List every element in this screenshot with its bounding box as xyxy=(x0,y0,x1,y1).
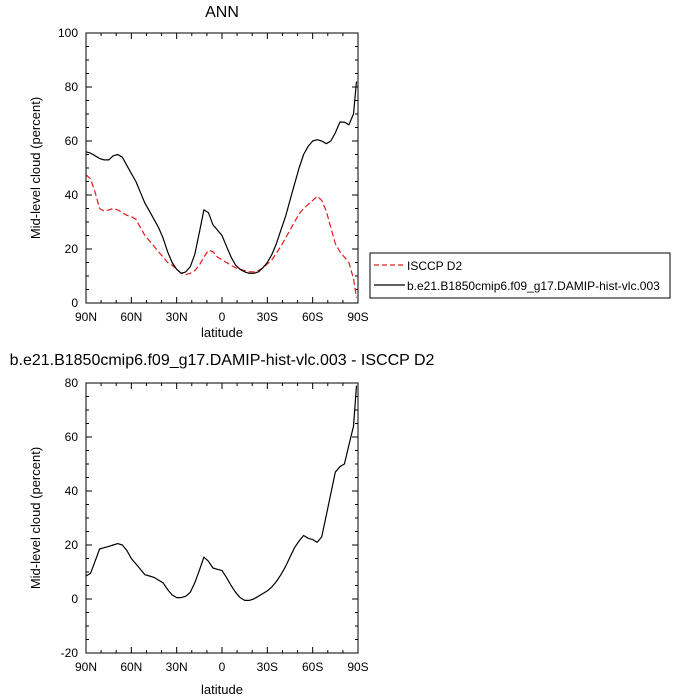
top-x-tick-label: 30S xyxy=(257,310,278,324)
bottom-x-tick-label: 30N xyxy=(166,660,188,674)
top-x-tick-label: 60N xyxy=(120,310,142,324)
bottom-series-line-0 xyxy=(85,385,358,602)
legend: ISCCP D2 b.e21.B1850cmip6.f09_g17.DAMIP-… xyxy=(369,252,671,299)
top-y-tick-label: 40 xyxy=(65,188,79,202)
top-series-line-0 xyxy=(85,174,358,298)
top-plot-frame xyxy=(85,32,359,304)
bottom-plot: b.e21.B1850cmip6.f09_g17.DAMIP-hist-vlc.… xyxy=(10,352,435,697)
top-x-tick-label: 90S xyxy=(347,310,368,324)
top-x-tick-label: 90N xyxy=(75,310,97,324)
top-x-tick-label: 30N xyxy=(166,310,188,324)
bottom-x-tick-label: 60S xyxy=(302,660,323,674)
bottom-x-tick-label: 90N xyxy=(75,660,97,674)
bottom-y-tick-label: 0 xyxy=(71,592,78,606)
top-plot-ticks: 90N 60N 30N 0 30S 60S 90S 0 20 40 60 80 100 xyxy=(58,26,369,324)
top-plot: ANN Mid-level cloud (percent) latitude 9… xyxy=(28,4,369,340)
legend-label-model: b.e21.B1850cmip6.f09_g17.DAMIP-hist-vlc.… xyxy=(407,279,660,293)
bottom-y-tick-label: 20 xyxy=(65,538,79,552)
top-plot-title: ANN xyxy=(205,4,239,21)
bottom-x-tick-label: 60N xyxy=(120,660,142,674)
bottom-plot-ticks: 90N 60N 30N 0 30S 60S 90S -20 0 20 40 60 80 xyxy=(61,376,369,674)
top-x-tick-label: 0 xyxy=(219,310,226,324)
bottom-y-tick-label: 80 xyxy=(65,376,79,390)
top-plot-x-axis-label: latitude xyxy=(201,325,243,340)
bottom-y-tick-label: -20 xyxy=(61,646,79,660)
top-x-tick-label: 60S xyxy=(302,310,323,324)
top-y-tick-label: 20 xyxy=(65,242,79,256)
top-plot-series xyxy=(85,81,358,298)
bottom-plot-x-axis-label: latitude xyxy=(201,682,243,697)
top-y-tick-label: 80 xyxy=(65,80,79,94)
top-y-tick-label: 100 xyxy=(58,26,78,40)
legend-box xyxy=(369,252,671,299)
top-plot-y-axis-label: Mid-level cloud (percent) xyxy=(28,97,43,239)
bottom-y-tick-label: 60 xyxy=(65,430,79,444)
legend-label-isccp: ISCCP D2 xyxy=(407,259,462,273)
top-y-tick-label: 0 xyxy=(71,296,78,310)
bottom-plot-frame xyxy=(85,382,359,654)
top-series-line-1 xyxy=(85,81,358,274)
bottom-x-tick-label: 30S xyxy=(257,660,278,674)
bottom-plot-y-axis-label: Mid-level cloud (percent) xyxy=(28,447,43,589)
bottom-x-tick-label: 90S xyxy=(347,660,368,674)
bottom-y-tick-label: 40 xyxy=(65,484,79,498)
bottom-plot-series xyxy=(85,385,358,602)
top-y-tick-label: 60 xyxy=(65,134,79,148)
bottom-x-tick-label: 0 xyxy=(219,660,226,674)
bottom-plot-title: b.e21.B1850cmip6.f09_g17.DAMIP-hist-vlc.… xyxy=(10,352,435,369)
